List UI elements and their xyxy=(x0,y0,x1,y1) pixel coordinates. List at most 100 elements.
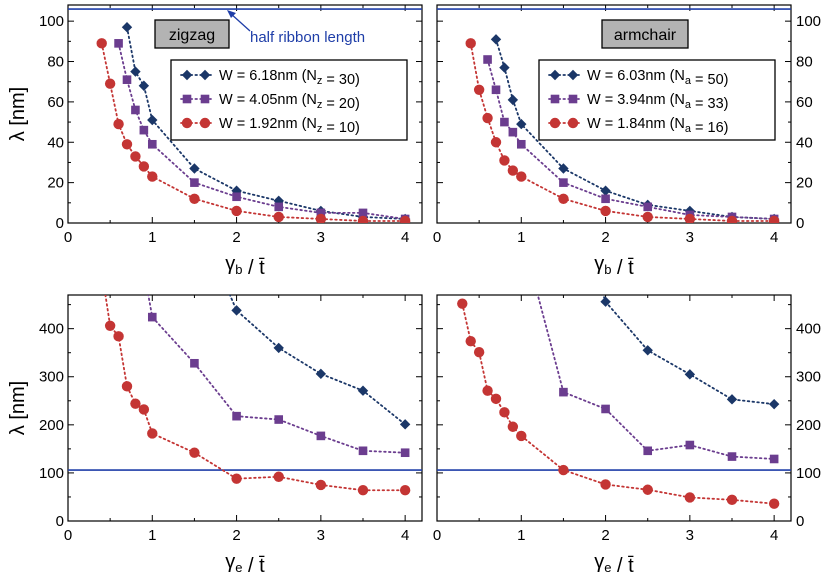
data-point-s2 xyxy=(643,446,653,456)
data-point-s2 xyxy=(727,452,737,461)
data-point-s1 xyxy=(642,345,653,356)
x-tick-label: 1 xyxy=(148,527,156,544)
y-axis-label: λ [nm] xyxy=(7,381,29,435)
data-point-s2 xyxy=(122,75,132,84)
data-point-s2 xyxy=(483,55,492,64)
x-tick-label: 4 xyxy=(770,229,778,246)
y-tick-label: 40 xyxy=(47,134,64,151)
annotation-label: half ribbon length xyxy=(250,29,365,46)
y-tick-label: 80 xyxy=(47,54,64,71)
panel-tag-box xyxy=(601,19,689,49)
legend-label: W = 3.94nm (Na = 33) xyxy=(587,92,729,112)
data-point-s2 xyxy=(147,139,157,149)
data-point-s3 xyxy=(600,479,611,490)
series-line-3 xyxy=(104,295,407,492)
data-point-s3 xyxy=(507,421,519,432)
x-tick-label: 2 xyxy=(232,229,240,246)
legend-label: W = 6.18nm (Nz = 30) xyxy=(219,68,360,88)
y-tick-label: 100 xyxy=(39,13,64,30)
data-point-s1 xyxy=(130,66,141,77)
data-point-s1 xyxy=(399,419,411,430)
data-point-s3 xyxy=(113,118,124,130)
data-point-s3 xyxy=(113,331,124,342)
data-point-s1 xyxy=(231,305,242,316)
data-point-s3 xyxy=(315,479,327,491)
x-tick-label: 2 xyxy=(601,229,609,246)
data-point-s1 xyxy=(768,398,780,410)
y-tick-label: 60 xyxy=(47,94,64,111)
legend-marker xyxy=(549,69,561,81)
data-point-s3 xyxy=(516,171,527,182)
data-point-s3 xyxy=(399,485,411,496)
data-point-s1 xyxy=(357,385,369,396)
data-point-s3 xyxy=(465,38,476,49)
data-point-s2 xyxy=(358,208,368,218)
data-point-s3 xyxy=(558,464,569,476)
data-point-s2 xyxy=(358,446,368,456)
data-point-s1 xyxy=(121,22,133,33)
x-axis-label: γb / t̄ xyxy=(225,253,265,279)
data-point-s3 xyxy=(499,407,510,418)
x-tick-label: 0 xyxy=(433,229,441,246)
data-point-s1 xyxy=(147,114,158,126)
y-tick-label: 0 xyxy=(56,513,64,530)
data-point-s3 xyxy=(130,398,141,409)
x-tick-label: 1 xyxy=(517,229,525,246)
series-line-3 xyxy=(461,302,776,505)
data-point-s3 xyxy=(104,78,116,89)
data-layer xyxy=(437,8,791,223)
panel-tag-box xyxy=(154,19,230,49)
y-tick-label: 400 xyxy=(39,321,64,338)
y-tick-label: 20 xyxy=(796,175,813,192)
legend-label: W = 4.05nm (Nz = 20) xyxy=(219,92,360,112)
y-tick-label: 200 xyxy=(796,417,821,434)
x-tick-label: 3 xyxy=(317,229,325,246)
panel-armchair_e: 0 1 2 3 4 0 100 200 300 400 γe / t̄ xyxy=(433,247,821,577)
y-tick-label: 0 xyxy=(796,215,804,232)
y-tick-label: 40 xyxy=(796,134,813,151)
panel-tag-label: zigzag xyxy=(169,27,215,44)
y-tick-label: 300 xyxy=(39,369,64,386)
data-point-s3 xyxy=(482,112,493,124)
data-point-s1 xyxy=(138,80,150,91)
legend-marker xyxy=(550,94,560,104)
panel-zigzag_e: 0 1 2 3 4 0 100 200 300 400 γe / t̄ λ [nm] xyxy=(7,294,423,577)
data-point-s3 xyxy=(768,498,780,509)
data-point-s1 xyxy=(189,163,200,174)
data-point-s2 xyxy=(232,411,241,421)
data-point-s3 xyxy=(457,298,468,309)
legend-marker xyxy=(181,69,193,81)
x-tick-label: 3 xyxy=(317,527,325,544)
data-point-s2 xyxy=(559,387,568,397)
data-point-s2 xyxy=(274,202,284,212)
data-point-s3 xyxy=(499,155,510,166)
x-tick-label: 0 xyxy=(433,527,441,544)
data-point-s3 xyxy=(473,347,485,358)
y-tick-label: 0 xyxy=(796,513,804,530)
legend-marker xyxy=(567,117,579,129)
data-point-s2 xyxy=(601,194,610,204)
series-line-1 xyxy=(602,295,776,406)
data-layer xyxy=(68,295,422,496)
data-point-s1 xyxy=(490,34,502,45)
legend-box xyxy=(170,59,408,141)
x-axis-label: γe / t̄ xyxy=(225,551,265,577)
data-point-s3 xyxy=(600,205,611,217)
data-point-s3 xyxy=(231,473,242,484)
data-point-s3 xyxy=(507,165,519,176)
data-point-s2 xyxy=(601,404,610,414)
x-tick-label: 4 xyxy=(401,229,409,246)
data-point-s2 xyxy=(190,178,199,187)
plot-frame xyxy=(67,294,423,522)
data-point-s3 xyxy=(104,320,116,331)
data-point-s1 xyxy=(584,247,594,257)
legend-marker xyxy=(200,94,210,104)
y-tick-label: 200 xyxy=(39,417,64,434)
series-line-1 xyxy=(495,38,776,220)
annotation-arrow-head xyxy=(227,10,236,19)
plot-frame xyxy=(67,4,423,224)
legend-marker xyxy=(549,117,561,129)
legend-box xyxy=(538,59,776,141)
